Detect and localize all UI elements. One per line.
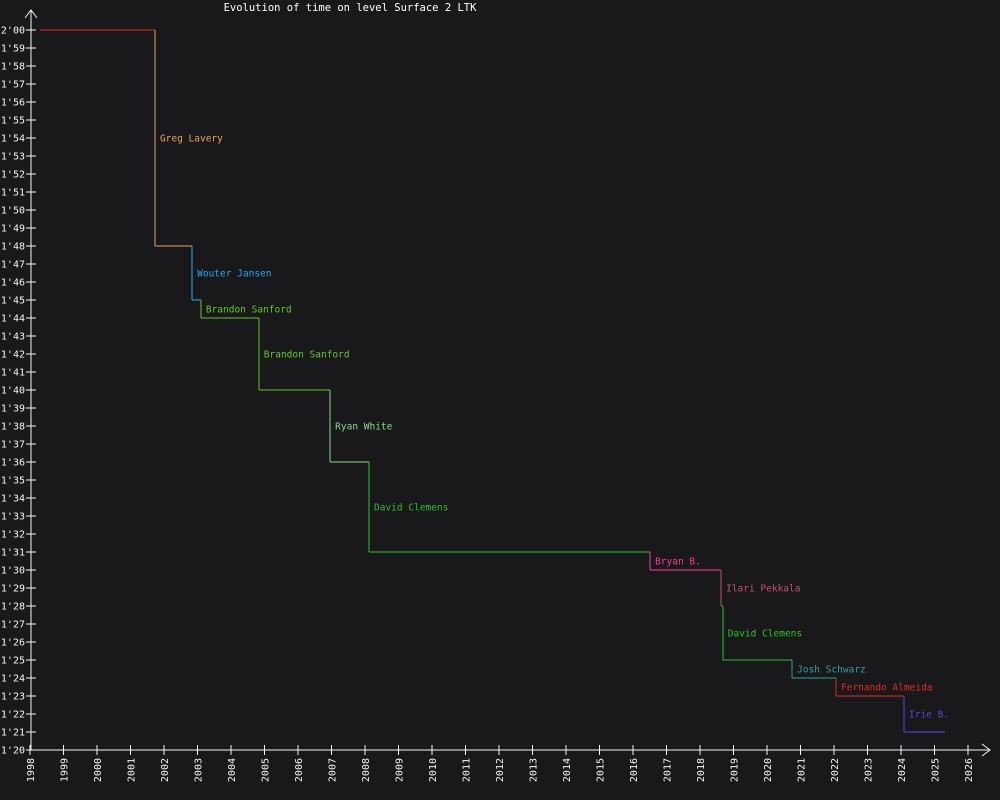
x-tick-label: 2000 [93,758,104,782]
record-holder-label: David Clemens [728,629,802,640]
y-tick-label: 1'49 [1,224,25,235]
y-tick-label: 1'28 [1,602,25,613]
y-tick-label: 1'52 [1,170,25,181]
x-tick-label: 2026 [964,758,975,782]
y-tick-label: 1'56 [1,98,25,109]
x-tick-label: 2008 [361,758,372,782]
y-axis-arrow-icon [24,9,38,19]
x-tick-label: 2021 [797,758,808,782]
x-tick-label: 2011 [462,758,473,782]
record-holder-label: Fernando Almeida [841,683,933,694]
y-tick-label: 1'27 [1,620,25,631]
x-tick-label: 2016 [629,758,640,782]
x-tick-label: 2018 [696,758,707,782]
x-tick-label: 2010 [428,758,439,782]
x-tick-label: 2024 [897,758,908,782]
y-tick-label: 1'25 [1,656,25,667]
y-tick-label: 1'42 [1,350,25,361]
y-tick-label: 1'30 [1,566,25,577]
y-tick-label: 1'53 [1,152,25,163]
x-tick-label: 2002 [160,758,171,782]
y-tick-label: 1'57 [1,80,25,91]
x-tick-label: 2009 [395,758,406,782]
x-tick-label: 2019 [730,758,741,782]
x-tick-label: 2001 [127,758,138,782]
y-tick-label: 1'35 [1,476,25,487]
y-tick-label: 1'47 [1,260,25,271]
y-tick-label: 1'46 [1,278,25,289]
y-tick-label: 1'23 [1,692,25,703]
x-tick-label: 2014 [562,758,573,782]
y-tick-label: 1'55 [1,116,25,127]
y-tick-label: 1'37 [1,440,25,451]
y-tick-label: 1'21 [1,728,25,739]
x-axis-arrow-icon [981,743,991,757]
y-tick-label: 1'36 [1,458,25,469]
y-tick-label: 1'43 [1,332,25,343]
y-tick-label: 1'48 [1,242,25,253]
record-holder-label: Brandon Sanford [264,350,350,361]
record-holder-label: Irie B. [909,710,949,721]
y-tick-label: 1'29 [1,584,25,595]
record-holder-label: Ryan White [335,422,392,433]
x-tick-label: 2006 [294,758,305,782]
y-tick-label: 1'32 [1,530,25,541]
y-tick-label: 1'26 [1,638,25,649]
x-tick-label: 1999 [60,758,71,782]
y-tick-label: 2'00 [1,26,25,37]
record-holder-label: David Clemens [374,503,448,514]
y-tick-label: 1'45 [1,296,25,307]
y-tick-label: 1'44 [1,314,25,325]
x-tick-label: 2003 [194,758,205,782]
record-holder-label: Bryan B. [655,557,701,568]
y-tick-label: 1'31 [1,548,25,559]
record-holder-label: Wouter Jansen [197,269,271,280]
x-tick-label: 2017 [663,758,674,782]
record-holder-label: Greg Lavery [160,134,223,145]
y-tick-label: 1'34 [1,494,25,505]
x-tick-label: 1998 [26,758,37,782]
x-tick-label: 2023 [864,758,875,782]
y-tick-label: 1'33 [1,512,25,523]
x-tick-label: 2005 [261,758,272,782]
y-tick-label: 1'24 [1,674,25,685]
x-tick-label: 2025 [931,758,942,782]
y-tick-label: 1'39 [1,404,25,415]
y-tick-label: 1'59 [1,44,25,55]
y-tick-label: 1'54 [1,134,25,145]
y-tick-label: 1'41 [1,368,25,379]
record-holder-label: Brandon Sanford [206,305,292,316]
record-holder-label: Josh Schwarz [797,665,866,676]
y-tick-label: 1'22 [1,710,25,721]
chart-title: Evolution of time on level Surface 2 LTK [223,2,477,14]
x-tick-label: 2020 [763,758,774,782]
x-tick-label: 2013 [529,758,540,782]
x-tick-label: 2004 [227,758,238,782]
y-tick-label: 1'20 [1,746,25,757]
x-tick-label: 2007 [328,758,339,782]
y-tick-label: 1'40 [1,386,25,397]
record-holder-label: Ilari Pekkala [726,584,800,595]
x-tick-label: 2015 [596,758,607,782]
y-tick-label: 1'50 [1,206,25,217]
y-tick-label: 1'51 [1,188,25,199]
x-tick-label: 2012 [495,758,506,782]
y-tick-label: 1'38 [1,422,25,433]
y-tick-label: 1'58 [1,62,25,73]
x-tick-label: 2022 [830,758,841,782]
